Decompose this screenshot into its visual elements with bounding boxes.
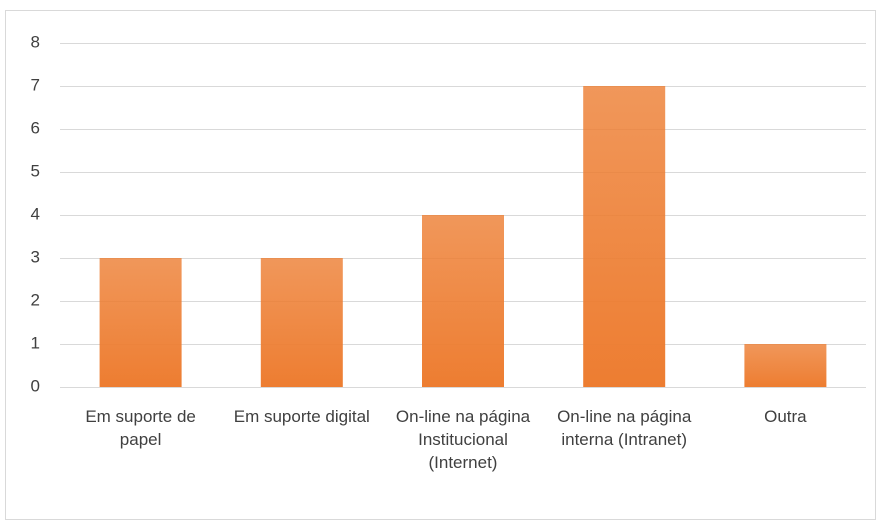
x-tick-label: On-line na página Institucional (Interne… bbox=[395, 407, 531, 472]
y-tick-label: 8 bbox=[31, 32, 40, 51]
y-tick-label: 3 bbox=[31, 247, 40, 266]
bar bbox=[99, 258, 182, 387]
y-tick-label: 1 bbox=[31, 333, 40, 352]
x-tick-label: Em suporte digital bbox=[233, 407, 370, 426]
y-tick-label: 5 bbox=[31, 161, 40, 180]
bar bbox=[422, 215, 504, 387]
y-tick-label: 4 bbox=[31, 204, 40, 223]
x-tick-label: On-line na página interna (Intranet) bbox=[557, 407, 692, 449]
y-tick-label: 6 bbox=[31, 118, 40, 137]
y-tick-label: 7 bbox=[31, 75, 40, 94]
bar bbox=[260, 258, 343, 387]
bar bbox=[583, 86, 666, 387]
x-tick-label: Outra bbox=[764, 407, 807, 426]
y-tick-label: 2 bbox=[31, 290, 40, 309]
y-tick-label: 0 bbox=[31, 376, 40, 395]
bar bbox=[744, 344, 827, 387]
x-tick-label: Em suporte de papel bbox=[85, 407, 196, 449]
